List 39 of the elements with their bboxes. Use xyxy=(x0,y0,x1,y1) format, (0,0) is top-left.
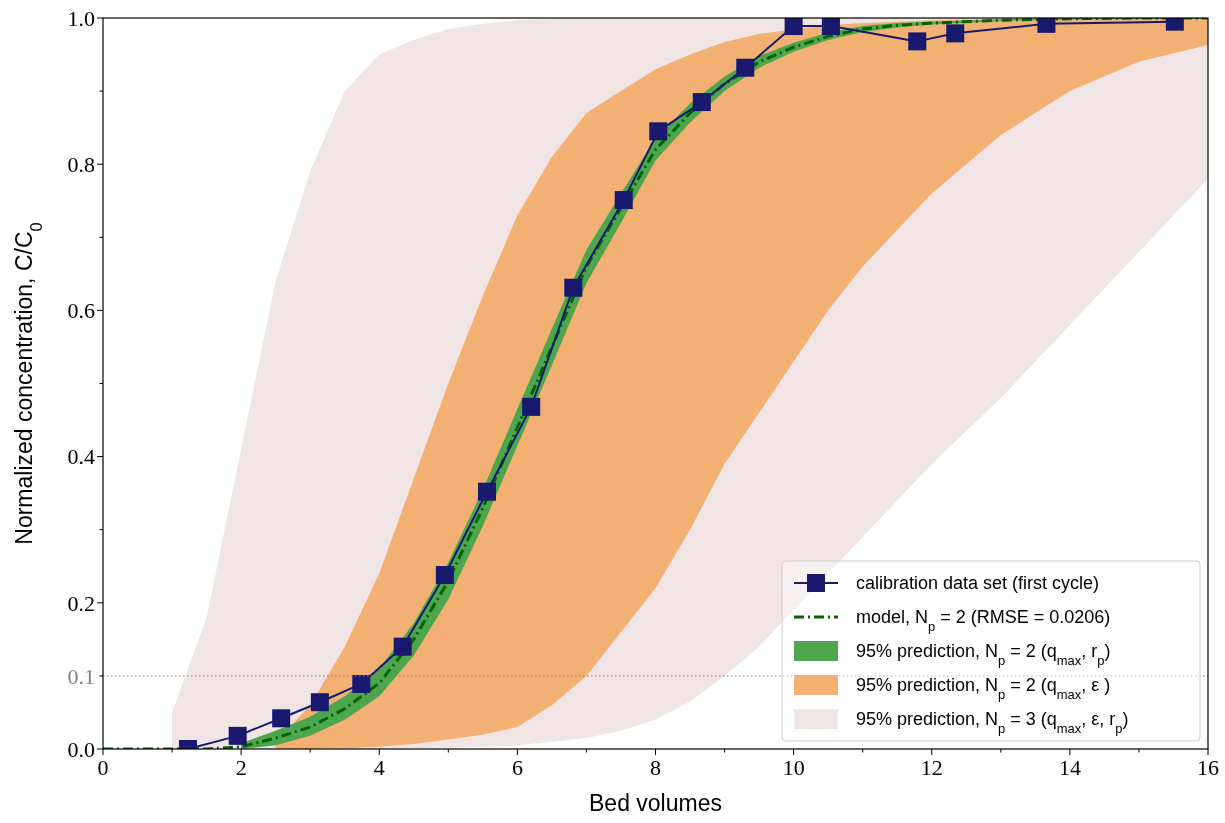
x-tick-label: 8 xyxy=(650,755,661,780)
point xyxy=(784,18,803,36)
point xyxy=(614,191,633,210)
point xyxy=(946,24,965,43)
x-axis-title: Bed volumes xyxy=(589,790,722,816)
x-tick-label: 4 xyxy=(373,755,385,780)
point xyxy=(736,58,755,77)
x-tick-label: 2 xyxy=(235,755,247,780)
x-tick-label: 12 xyxy=(920,755,943,780)
point xyxy=(310,693,329,712)
point xyxy=(564,278,583,297)
point xyxy=(477,482,496,501)
x-tick-label: 14 xyxy=(1058,755,1081,780)
point xyxy=(908,32,927,51)
y-tick-label: 0.8 xyxy=(67,151,95,177)
point xyxy=(393,637,412,656)
point xyxy=(692,93,711,112)
legend-label: calibration data set (first cycle) xyxy=(856,573,1100,594)
x-tick-label: 6 xyxy=(511,755,523,780)
legend-label: 95% prediction, N$_{p}$ = 3 (q$_{max}$, ε, r$_{p}$) xyxy=(856,709,1129,736)
point xyxy=(272,709,291,728)
point xyxy=(649,122,668,141)
y-tick-label: 0.4 xyxy=(67,444,95,470)
point xyxy=(228,726,247,745)
point xyxy=(522,397,541,416)
x-tick-label: 0 xyxy=(97,755,109,780)
legend-label: model, N$_{p}$ = 2 (RMSE = 0.0206) xyxy=(856,607,1111,634)
x-tick-label: 16 xyxy=(1197,755,1219,780)
legend-label: 95% prediction, N$_{p}$ = 2 (q$_{max}$, ε ) xyxy=(856,675,1111,702)
point xyxy=(352,674,371,693)
point xyxy=(435,566,454,585)
y-tick-label: 0.2 xyxy=(67,590,95,616)
y-tick-label: 0.0 xyxy=(67,736,95,762)
ref-line-label: 0.1 xyxy=(67,663,95,689)
y-tick-label: 1.0 xyxy=(67,5,95,31)
x-tick-label: 10 xyxy=(782,755,805,780)
point xyxy=(821,18,840,36)
legend-label: 95% prediction, N$_{p}$ = 2 (q$_{max}$, r$_{p}$) xyxy=(856,641,1111,668)
y-tick-label: 0.6 xyxy=(67,298,95,324)
